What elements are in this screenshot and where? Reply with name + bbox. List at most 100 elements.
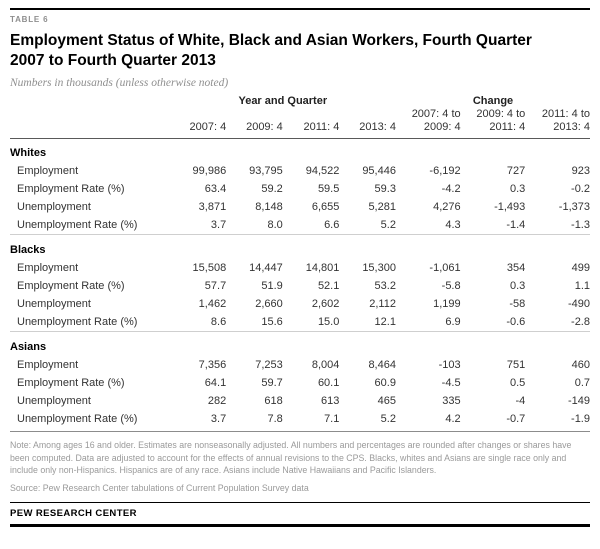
row-label: Employment Rate (%)	[17, 377, 125, 390]
table-cell: 5.2	[380, 219, 396, 232]
table-cell: 1,199	[433, 298, 461, 311]
table-cell: -1,061	[429, 262, 461, 275]
table-label: TABLE 6	[10, 15, 49, 24]
row-label: Employment Rate (%)	[17, 183, 125, 196]
table-figure: TABLE 6 Employment Status of White, Blac…	[10, 8, 590, 528]
table-row: Employment Rate (%) 63.4 59.2 59.5 59.3 -4.2 0…	[10, 180, 590, 198]
table-cell: -4.2	[441, 183, 461, 196]
table-cell: 2,602	[311, 298, 340, 311]
table-cell: 3.7	[210, 219, 227, 232]
table-row: Unemployment 1,462 2,660 2,602 2,112 1,199 -58…	[10, 295, 590, 313]
table-cell: 64.1	[204, 377, 227, 390]
table-cell: 8,464	[368, 359, 396, 372]
table-row: Unemployment Rate (%) 3.7 8.0 6.6 5.2 4.3 -1.4…	[10, 216, 590, 235]
table-cell: 282	[207, 395, 227, 408]
row-label: Employment	[17, 165, 79, 178]
table-cell: 618	[264, 395, 283, 408]
top-rule	[10, 8, 590, 10]
table-cell: 63.4	[204, 183, 227, 196]
row-label: Employment	[17, 262, 79, 275]
row-label: Unemployment Rate (%)	[10, 410, 170, 433]
page-title: Employment Status of White, Black and As…	[10, 32, 532, 69]
table-cell: -1,373	[558, 201, 590, 214]
footer-rule	[10, 502, 590, 504]
section-header: Whites	[10, 147, 47, 160]
table-cell: -2.8	[571, 316, 590, 329]
table-row: Employment 7,356 7,253 8,004 8,464 -103 751 460	[10, 356, 590, 374]
table-cell: -1.9	[525, 410, 590, 433]
table-cell: 95,446	[362, 165, 396, 178]
section-row: Blacks	[10, 234, 590, 260]
table-cell: 499	[571, 262, 590, 275]
source-text: Source: Pew Research Center tabulations …	[10, 483, 309, 494]
table-cell: 6.6	[324, 219, 340, 232]
table-cell: 93,795	[249, 165, 283, 178]
table-cell: 751	[506, 359, 526, 372]
row-label: Unemployment	[17, 395, 91, 408]
column-header: 2011: 4 to 2013: 4	[525, 107, 590, 140]
table-cell: 7,356	[198, 359, 227, 372]
table-cell: 0.3	[509, 280, 526, 293]
table-cell: 5,281	[368, 201, 396, 214]
table-row: Unemployment Rate (%) 8.6 15.6 15.0 12.1 6.9 -…	[10, 313, 590, 332]
note-text: Note: Among ages 16 and older. Estimates…	[10, 440, 572, 475]
section-row: Whites	[10, 139, 590, 163]
table-cell: 7.1	[282, 410, 340, 433]
table-row: Employment 99,986 93,795 94,522 95,446 -6,192…	[10, 162, 590, 180]
table-cell: 0.5	[509, 377, 526, 390]
table-cell: 7.8	[226, 410, 283, 433]
column-header: 2011: 4	[282, 107, 340, 140]
table-cell: 5.2	[339, 410, 396, 433]
table-row: Unemployment 282 618 613 465 335 -4 -149	[10, 392, 590, 410]
table-cell: 59.3	[374, 183, 396, 196]
table-cell: 14,447	[249, 262, 283, 275]
row-label: Unemployment	[17, 298, 91, 311]
column-header: 2007: 4 to 2009: 4	[395, 107, 461, 140]
table-cell: 59.5	[317, 183, 340, 196]
table-cell: 0.7	[574, 377, 590, 390]
subtitle: Numbers in thousands (unless otherwise n…	[10, 76, 229, 89]
table-cell: 4.2	[395, 410, 461, 433]
table-cell: 465	[377, 395, 396, 408]
table-cell: -490	[567, 298, 590, 311]
table-cell: 1,462	[198, 298, 227, 311]
bottom-rule	[10, 524, 590, 528]
table-cell: -0.6	[506, 316, 526, 329]
table-cell: 354	[506, 262, 526, 275]
table-cell: -149	[567, 395, 590, 408]
column-group-header: Change	[472, 94, 514, 107]
row-label: Unemployment	[17, 201, 91, 214]
row-label: Employment	[17, 359, 79, 372]
table-cell: 335	[442, 395, 461, 408]
table-cell: 60.1	[317, 377, 340, 390]
corner-cell	[10, 95, 170, 108]
column-header-row: 2007: 4 2009: 4 2011: 4 2013: 4 2007: 4 to 2…	[10, 107, 590, 140]
table-row: Employment Rate (%) 57.7 51.9 52.1 53.2 -5.8 0…	[10, 277, 590, 295]
footer-brand: PEW RESEARCH CENTER	[10, 508, 137, 520]
table-cell: 613	[321, 395, 340, 408]
column-header: 2009: 4	[226, 107, 283, 140]
table-cell: 53.2	[374, 280, 396, 293]
table-cell: 460	[571, 359, 590, 372]
table-cell: 57.7	[204, 280, 227, 293]
column-header: 2013: 4	[339, 107, 396, 140]
table-cell: 727	[506, 165, 526, 178]
table-row: Employment Rate (%) 64.1 59.7 60.1 60.9 -4.5 0…	[10, 374, 590, 392]
table-cell: 923	[571, 165, 590, 178]
table-cell: 15.0	[317, 316, 340, 329]
table-cell: 8.0	[267, 219, 283, 232]
table-row: Employment 15,508 14,447 14,801 15,300 -1,061…	[10, 259, 590, 277]
column-header: 2007: 4	[169, 107, 227, 140]
column-group-header: Year and Quarter	[238, 94, 328, 107]
table-cell: 3,871	[198, 201, 227, 214]
row-label: Unemployment Rate (%)	[17, 219, 138, 232]
table-row: Unemployment 3,871 8,148 6,655 5,281 4,276 -1,…	[10, 198, 590, 216]
section-row: Asians	[10, 331, 590, 357]
column-header: 2009: 4 to 2011: 4	[460, 107, 526, 140]
table-cell: -58	[509, 298, 526, 311]
table-cell: -4	[515, 395, 526, 408]
table-cell: 15.6	[261, 316, 283, 329]
table-cell: 4,276	[433, 201, 461, 214]
table-cell: -4.5	[441, 377, 461, 390]
table-cell: -1,493	[494, 201, 526, 214]
